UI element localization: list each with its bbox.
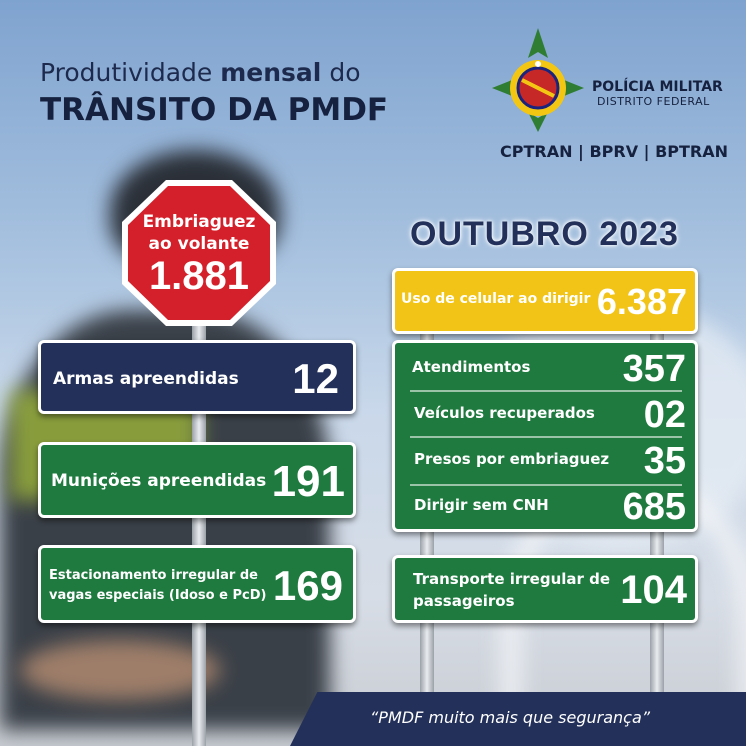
estacionamento-value: 169 <box>272 562 343 609</box>
footer-slogan: “PMDF muito mais que segurança” <box>370 708 651 727</box>
transporte-sign: Transporte irregular de passageiros 104 <box>392 555 698 623</box>
municoes-sign: Munições apreendidas 191 <box>38 442 356 518</box>
stop-sign-value: 1.881 <box>148 254 250 298</box>
pmdf-emblem-icon <box>492 28 584 132</box>
board-divider <box>410 390 682 392</box>
transporte-value: 104 <box>620 568 687 612</box>
board-divider <box>410 484 682 486</box>
celular-label: Uso de celular ao dirigir <box>401 291 591 307</box>
presos-value: 35 <box>643 440 686 482</box>
board-divider <box>410 436 682 438</box>
armas-label: Armas apreendidas <box>53 369 239 389</box>
background-hand <box>20 640 220 700</box>
title-line-2: TRÂNSITO DA PMDF <box>40 92 389 128</box>
org-subtitle: DISTRITO FEDERAL <box>597 95 710 108</box>
period-title: OUTUBRO 2023 <box>410 215 679 253</box>
celular-sign: Uso de celular ao dirigir 6.387 <box>392 268 698 334</box>
stop-sign <box>122 180 276 326</box>
atendimentos-label: Atendimentos <box>412 358 531 376</box>
cnh-value: 685 <box>622 486 686 528</box>
veiculos-label: Veículos recuperados <box>414 404 595 422</box>
estacionamento-label-2: vagas especiais (Idoso e PcD) <box>49 588 267 603</box>
municoes-label: Munições apreendidas <box>51 471 267 491</box>
armas-value: 12 <box>292 355 339 402</box>
veiculos-value: 02 <box>643 394 686 436</box>
org-name: POLÍCIA MILITAR <box>592 79 723 95</box>
title-line-1: Produtividade mensal do <box>40 58 361 87</box>
footer-banner: “PMDF muito mais que segurança” <box>290 692 746 746</box>
municoes-value: 191 <box>271 457 345 506</box>
estacionamento-sign: Estacionamento irregular de vagas especi… <box>38 545 356 623</box>
presos-label: Presos por embriaguez <box>414 450 610 468</box>
estacionamento-label-1: Estacionamento irregular de <box>49 568 258 583</box>
stop-sign-label-2: ao volante <box>148 234 250 254</box>
transporte-label-1: Transporte irregular de <box>413 570 611 588</box>
stop-sign-label-1: Embriaguez <box>142 212 256 232</box>
atendimentos-value: 357 <box>622 348 686 390</box>
transporte-label-2: passageiros <box>413 592 515 610</box>
armas-sign: Armas apreendidas 12 <box>38 340 356 414</box>
celular-value: 6.387 <box>596 281 687 322</box>
cnh-label: Dirigir sem CNH <box>414 496 549 514</box>
unit-list: CPTRAN | BPRV | BPTRAN <box>500 142 728 161</box>
